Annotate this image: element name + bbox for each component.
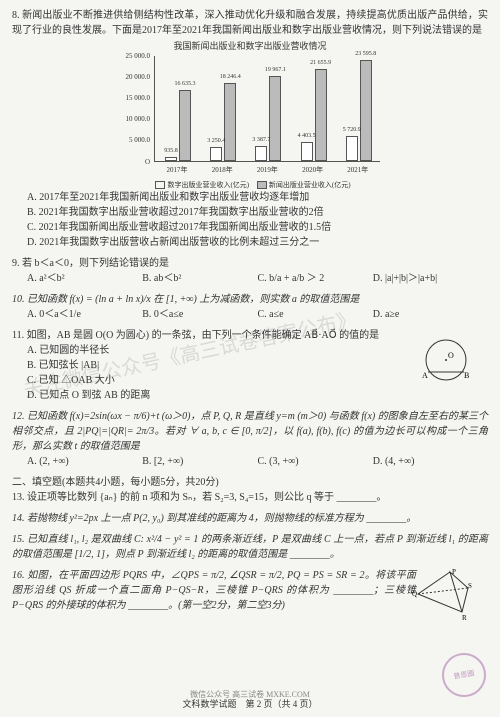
q13: 13. 设正项等比数列 {aₙ} 的前 n 项和为 Sₙ，若 S₂=3, S₄=… xyxy=(12,490,488,505)
legend-swatch-news xyxy=(257,181,267,189)
legend-swatch-digital xyxy=(155,181,165,189)
bar-label: 5 720.9 xyxy=(338,126,366,135)
x-category: 2017年 xyxy=(158,165,196,176)
q10-stem: 10. 已知函数 f(x) = (ln a + ln x)/x 在 [1, +∞… xyxy=(12,292,488,307)
bar-news xyxy=(224,83,236,160)
q12-stem: 12. 已知函数 f(x)=2sin(ωx − π/6)+t (ω＞0)，点 P… xyxy=(12,409,488,454)
x-category: 2020年 xyxy=(294,165,332,176)
x-category: 2018年 xyxy=(203,165,241,176)
bar-news xyxy=(360,60,372,160)
bar-label: 3 250.4 xyxy=(202,137,230,146)
q10-opt-d: D. a≥e xyxy=(373,307,488,322)
svg-text:B: B xyxy=(464,371,469,380)
ytick: 15 000.0 xyxy=(126,93,151,104)
q9-stem: 9. 若 b＜a＜0，则下列结论错误的是 xyxy=(12,256,488,271)
q8-stem: 8. 新闻出版业不断推进供给侧结构性改革，深入推动优化升级和融合发展，持续提高优… xyxy=(12,8,488,38)
q12-opt-b: B. [2, +∞) xyxy=(142,454,257,469)
bar-digital xyxy=(165,157,177,161)
section-2-title: 二、填空题(本题共4小题，每小题5分，共20分) xyxy=(12,475,488,490)
bar-label: 21 655.9 xyxy=(307,59,335,68)
q9-opt-a: A. a²＜b² xyxy=(27,271,142,286)
bar-digital xyxy=(301,142,313,161)
q16-stem: 16. 如图，在平面四边形 PQRS 中，∠QPS = π/2, ∠QSR = … xyxy=(12,568,416,613)
bar-label: 18 246.4 xyxy=(216,73,244,82)
ytick: 10 000.0 xyxy=(126,114,151,125)
q10-opt-c: C. a≤e xyxy=(258,307,373,322)
q11-figure: O A B xyxy=(418,336,474,392)
bar-label: 3 387.7 xyxy=(247,136,275,145)
q9-opt-b: B. ab＜b² xyxy=(142,271,257,286)
q11-stem: 11. 如图，AB 是圆 O(O 为圆心) 的一条弦，由下列一个条件能确定 AB… xyxy=(12,328,418,343)
svg-text:Q: Q xyxy=(412,590,417,598)
bar-news xyxy=(269,76,281,161)
x-category: 2021年 xyxy=(339,165,377,176)
bar-news xyxy=(315,69,327,161)
q11-opt-b: B. 已知弦长 |AB| xyxy=(27,358,418,373)
svg-text:P: P xyxy=(452,568,456,576)
q8-opt-c: C. 2021年我国新闻出版业营收超过2017年我国新闻出版业营收的1.5倍 xyxy=(27,220,488,235)
legend-label-news: 新闻出版业营业收入(亿元) xyxy=(269,181,351,189)
stamp: 普恩圈 xyxy=(439,650,490,701)
legend-label-digital: 数字出版业营业收入(亿元) xyxy=(167,181,249,189)
svg-text:O: O xyxy=(448,351,454,360)
q9-opt-c: C. b/a + a/b ＞ 2 xyxy=(258,271,373,286)
svg-text:S: S xyxy=(468,582,472,590)
ytick: O xyxy=(145,156,150,167)
ytick: 25 000.0 xyxy=(126,50,151,61)
q11-opt-a: A. 已知圆的半径长 xyxy=(27,343,418,358)
q9-opt-d: D. |a|+|b|＞|a+b| xyxy=(373,271,488,286)
q8-opt-b: B. 2021年我国数字出版业营收超过2017年我国数字出版业营收的2倍 xyxy=(27,205,488,220)
q10-opt-a: A. 0＜a＜1/e xyxy=(27,307,142,322)
q10-opt-b: B. 0＜a≤e xyxy=(142,307,257,322)
q12-opt-d: D. (4, +∞) xyxy=(373,454,488,469)
ytick: 5 000.0 xyxy=(129,135,150,146)
bar-label: 935.8 xyxy=(157,147,185,156)
ytick: 20 000.0 xyxy=(126,71,151,82)
bar-digital xyxy=(346,136,358,160)
x-category: 2019年 xyxy=(248,165,286,176)
q12-opt-c: C. (3, +∞) xyxy=(258,454,373,469)
svg-text:R: R xyxy=(462,614,467,622)
q14: 14. 若抛物线 y²=2px 上一点 P(2, y₀) 到其准线的距离为 4，… xyxy=(12,511,488,526)
bar-label: 16 635.3 xyxy=(171,80,199,89)
q8-opt-a: A. 2017年至2021年我国新闻出版业和数字出版业营收均逐年增加 xyxy=(27,190,488,205)
bar-label: 19 967.1 xyxy=(261,66,289,75)
svg-text:A: A xyxy=(422,371,428,380)
bar-label: 4 403.5 xyxy=(293,132,321,141)
bar-digital xyxy=(210,147,222,161)
q11-opt-c: C. 已知 △OAB 大小 xyxy=(27,373,418,388)
q12-opt-a: A. (2, +∞) xyxy=(27,454,142,469)
chart-title: 我国新闻出版业和数字出版业营收情况 xyxy=(12,40,488,54)
q8-opt-d: D. 2021年我国数字出版营收占新闻出版营收的比例未超过三分之一 xyxy=(27,235,488,250)
q16-figure: P Q S R xyxy=(410,568,474,622)
bar-digital xyxy=(255,146,267,160)
bar-label: 23 595.8 xyxy=(352,50,380,59)
q15: 15. 已知直线 l₁, l₂ 是双曲线 C: x²/4 − y² = 1 的两… xyxy=(12,532,488,562)
q11-opt-d: D. 已知点 O 到弦 AB 的距离 xyxy=(27,388,418,403)
page-footer: 文科数学试题 第 2 页（共 4 页） xyxy=(0,698,500,712)
chart: 25 000.020 000.015 000.010 000.05 000.0O… xyxy=(12,56,488,176)
chart-legend: 数字出版业营业收入(亿元) 新闻出版业营业收入(亿元) xyxy=(12,180,488,191)
